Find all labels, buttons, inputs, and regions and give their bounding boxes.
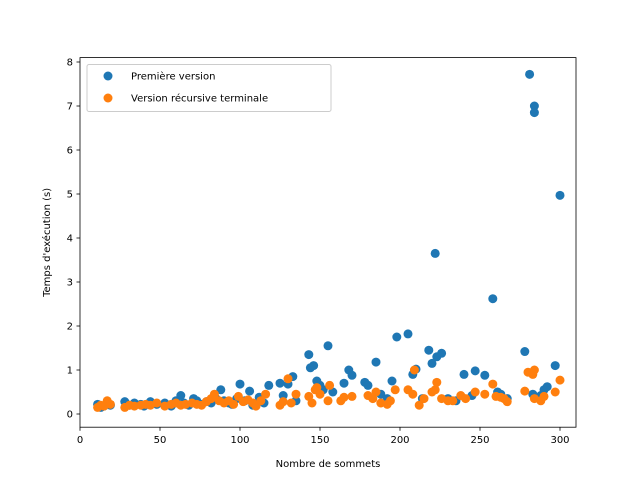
data-point [323,396,333,406]
y-axis-ticks: 0 1 2 3 4 5 6 7 8 [67,58,80,421]
data-point [542,382,552,392]
x-axis-label: Nombre de sommets [276,459,381,470]
data-point [437,348,447,358]
y-tick-label: 1 [67,366,73,377]
data-point [304,350,314,360]
data-point [347,391,357,401]
data-point [325,380,335,390]
data-point [539,391,549,401]
data-point [427,358,437,368]
data-point [261,389,271,399]
data-point [278,391,288,401]
data-point [286,398,296,408]
data-point [152,398,162,408]
legend-marker-version-recursive [103,93,113,103]
data-point [339,378,349,388]
data-point [470,387,480,397]
data-point [408,389,418,399]
data-point [209,389,219,399]
y-tick-label: 7 [67,102,73,113]
legend-frame [86,64,332,112]
data-point [309,361,319,371]
data-point [430,248,440,258]
x-tick-label: 50 [154,435,167,446]
x-tick-label: 300 [550,435,569,446]
data-point [371,357,381,367]
data-point [176,391,186,401]
data-point [216,385,226,395]
data-point [387,376,397,386]
x-tick-label: 250 [470,435,489,446]
plot-frame [79,57,577,428]
data-point [550,387,560,397]
y-tick-label: 0 [67,410,73,421]
data-point [459,369,469,379]
data-point [323,341,333,351]
y-tick-label: 8 [67,58,73,69]
data-point [414,400,424,410]
data-point [525,69,535,79]
legend-marker-premiere-version [103,71,113,81]
data-point [315,389,325,399]
data-point [529,108,539,118]
data-point [461,394,471,404]
data-point [529,101,539,111]
data-point [392,332,402,342]
data-point [488,379,498,389]
x-tick-label: 150 [310,435,329,446]
data-point [385,396,395,406]
data-point [555,190,565,200]
data-point [283,374,293,384]
points-layer [93,69,565,412]
data-point [347,370,357,380]
data-point [235,379,245,389]
data-point [550,361,560,371]
data-point [424,345,434,355]
data-point [520,386,530,396]
data-point [245,386,255,396]
data-point [409,365,419,375]
data-point [403,329,413,339]
y-tick-label: 4 [67,234,73,245]
series-1 [93,365,565,412]
data-point [390,385,400,395]
data-point [488,294,498,304]
x-tick-label: 200 [390,435,409,446]
data-point [432,377,442,387]
legend-label-version-recursive: Version récursive terminale [131,93,268,105]
data-point [291,389,301,399]
x-tick-label: 100 [230,435,249,446]
x-tick-label: 0 [77,435,83,446]
data-point [105,399,115,409]
data-point [363,380,373,390]
y-tick-label: 6 [67,146,73,157]
data-point [256,396,266,406]
legend-label-premiere-version: Première version [131,71,215,83]
data-point [470,366,480,376]
data-point [264,380,274,390]
data-point [307,398,317,408]
y-axis-label: Temps d'exécution (s) [41,188,53,298]
data-point [502,397,512,407]
data-point [371,387,381,397]
data-point [448,396,458,406]
data-point [480,370,490,380]
data-point [419,394,429,404]
data-point [529,365,539,375]
data-point [278,397,288,407]
y-tick-label: 2 [67,322,73,333]
data-point [480,389,490,399]
legend: Première version Version récursive termi… [86,64,332,112]
y-tick-label: 3 [67,278,73,289]
data-point [229,399,239,409]
data-point [339,392,349,402]
data-point [275,378,285,388]
x-axis-ticks: 0 50 100 150 200 250 300 [77,427,570,446]
y-tick-label: 5 [67,190,73,201]
data-point [520,347,530,357]
data-point [430,385,440,395]
data-point [555,375,565,385]
